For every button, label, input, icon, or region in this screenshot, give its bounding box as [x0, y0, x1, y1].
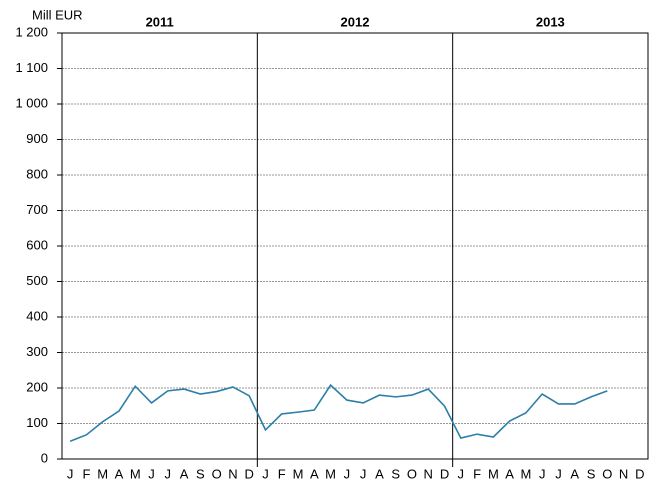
y-tick-label: 700 — [26, 202, 48, 217]
x-tick-label: J — [344, 466, 351, 481]
y-tick-label: 900 — [26, 131, 48, 146]
x-tick-label: J — [555, 466, 562, 481]
x-tick-label: N — [619, 466, 628, 481]
x-tick-label: J — [165, 466, 172, 481]
x-tick-label: J — [458, 466, 465, 481]
group-label: 2011 — [146, 14, 174, 29]
y-tick-label: 200 — [26, 379, 48, 394]
x-tick-label: N — [228, 466, 237, 481]
x-tick-label: S — [196, 466, 205, 481]
y-tick-label: 0 — [41, 450, 48, 465]
plot-frame — [61, 32, 649, 460]
x-tick-label: A — [505, 466, 514, 481]
x-tick-label: D — [440, 466, 449, 481]
y-tick-label: 800 — [26, 166, 48, 181]
y-tick-label: 1 100 — [15, 60, 48, 75]
y-tick-label: 300 — [26, 344, 48, 359]
x-tick-label: A — [180, 466, 189, 481]
x-tick-label: J — [148, 466, 155, 481]
group-label: 2012 — [341, 14, 370, 29]
x-tick-label: F — [473, 466, 481, 481]
x-tick-label: J — [262, 466, 269, 481]
x-tick-label: M — [97, 466, 108, 481]
x-tick-label: J — [539, 466, 546, 481]
y-axis-label: Mill EUR — [32, 7, 83, 22]
x-tick-label: M — [325, 466, 336, 481]
y-tick-label: 400 — [26, 308, 48, 323]
x-tick-label: O — [602, 466, 612, 481]
x-tick-label: O — [407, 466, 417, 481]
x-tick-label: J — [360, 466, 367, 481]
x-tick-label: F — [82, 466, 90, 481]
x-tick-label: A — [310, 466, 319, 481]
x-tick-label: M — [130, 466, 141, 481]
x-tick-label: M — [488, 466, 499, 481]
y-tick-label: 500 — [26, 273, 48, 288]
y-tick-label: 100 — [26, 415, 48, 430]
x-tick-label: S — [587, 466, 596, 481]
x-tick-label: J — [67, 466, 74, 481]
x-tick-label: D — [635, 466, 644, 481]
x-tick-label: O — [212, 466, 222, 481]
x-tick-label: F — [278, 466, 286, 481]
x-tick-label: M — [520, 466, 531, 481]
data-line — [69, 383, 608, 442]
x-tick-label: M — [293, 466, 304, 481]
y-tick-label: 1 200 — [15, 24, 48, 39]
x-tick-label: D — [244, 466, 253, 481]
x-tick-label: A — [375, 466, 384, 481]
group-label: 2013 — [536, 14, 565, 29]
x-tick-label: N — [424, 466, 433, 481]
y-tick-label: 1 000 — [15, 95, 48, 110]
x-tick-label: S — [391, 466, 400, 481]
y-tick-label: 600 — [26, 237, 48, 252]
x-tick-label: A — [115, 466, 124, 481]
x-tick-label: A — [570, 466, 579, 481]
